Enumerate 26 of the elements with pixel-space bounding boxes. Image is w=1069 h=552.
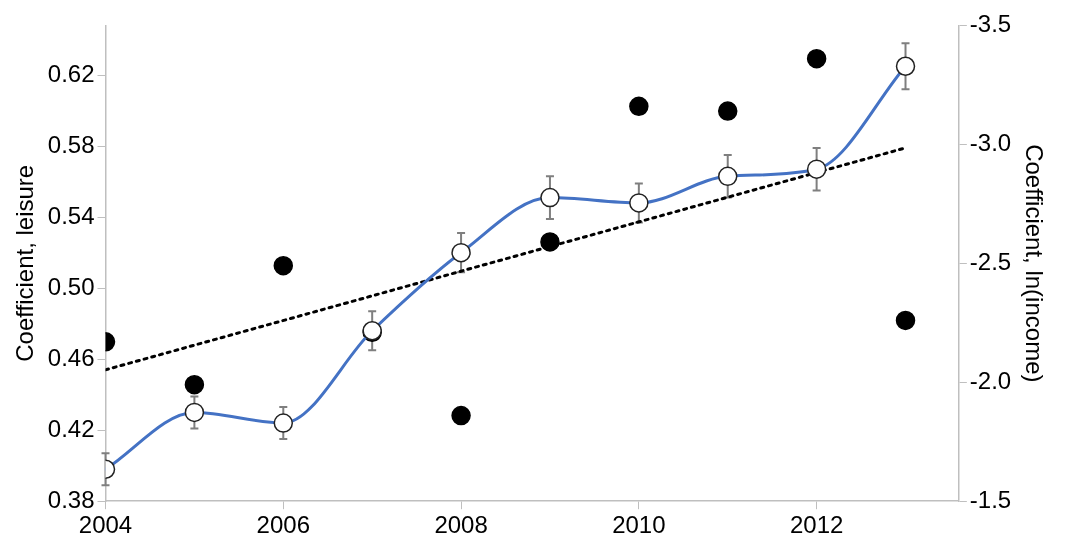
point (895, 310, 916, 331)
y2-tick-label: -1.5 (969, 485, 1012, 513)
y2-tick-label: -2.0 (969, 366, 1012, 394)
point (184, 374, 205, 395)
point (273, 255, 294, 276)
y-tick-label: 0.54 (47, 201, 95, 229)
point (451, 405, 471, 426)
y-tick-label: 0.62 (47, 59, 95, 87)
y2-tick-label: -3.0 (969, 128, 1012, 156)
point (629, 96, 649, 117)
x-tick-label: 2008 (434, 511, 488, 539)
point (806, 48, 827, 69)
y-tick-label: 0.58 (47, 130, 95, 158)
x-tick-label: 2010 (612, 511, 666, 539)
x-tick-label: 2012 (789, 511, 844, 539)
y-tick-label: 0.50 (47, 272, 95, 300)
y-tick-label: 0.46 (47, 343, 95, 371)
y2-tick-label: -3.5 (969, 10, 1012, 38)
y2-tick-label: -2.5 (969, 247, 1012, 275)
x-tick-label: 2004 (78, 511, 133, 539)
y2-axis-title: Coefficient, ln(income) (1020, 144, 1048, 383)
y-tick-label: 0.42 (47, 414, 95, 442)
x-tick-label: 2006 (256, 511, 310, 539)
point (717, 101, 738, 121)
y-axis-title: Coefficient, leisure (11, 164, 39, 362)
y-tick-label: 0.38 (47, 485, 95, 513)
